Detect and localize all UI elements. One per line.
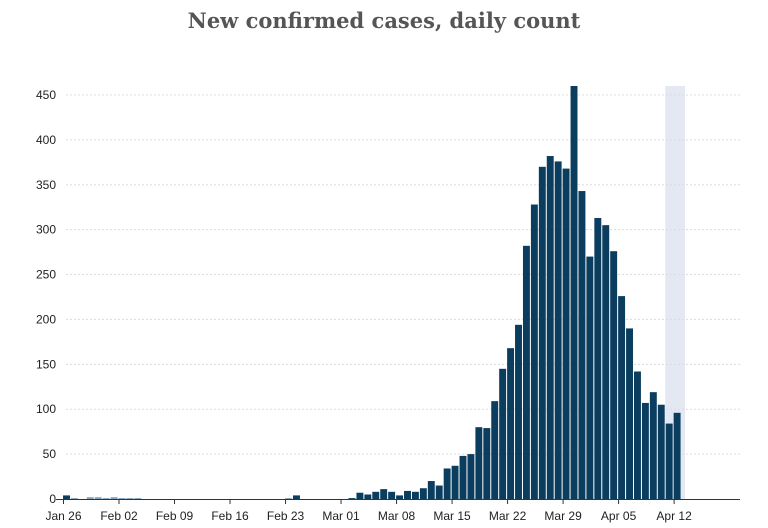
bar — [618, 296, 626, 499]
bar — [530, 204, 538, 499]
bar — [657, 404, 665, 499]
bar — [102, 498, 110, 499]
bar — [665, 423, 673, 499]
bar — [673, 412, 681, 499]
bar — [348, 498, 356, 499]
bar — [388, 491, 396, 499]
bar — [467, 454, 475, 499]
bar — [586, 256, 594, 499]
x-tick-label: Mar 22 — [489, 509, 527, 523]
x-tick-label: Apr 05 — [601, 509, 637, 523]
x-tick-label: Mar 08 — [378, 509, 416, 523]
bar — [562, 168, 570, 499]
bar — [491, 401, 499, 499]
x-tick-label: Mar 01 — [322, 509, 360, 523]
bar — [372, 491, 380, 499]
x-tick-label: Feb 16 — [211, 509, 249, 523]
x-tick-label: Mar 29 — [544, 509, 582, 523]
bar — [396, 495, 404, 499]
bar — [427, 481, 435, 499]
bar — [507, 348, 515, 499]
bar — [126, 498, 134, 499]
y-tick-label: 450 — [36, 88, 56, 102]
bar — [570, 86, 578, 499]
bar — [134, 498, 142, 499]
bar — [380, 489, 388, 499]
y-tick-label: 150 — [36, 357, 56, 371]
y-tick-label: 350 — [36, 178, 56, 192]
y-axis-ticks: 0 50 100 150 200 250 300 350 400 450 — [36, 88, 56, 506]
bar — [546, 156, 554, 499]
bar — [594, 217, 602, 499]
bar — [118, 498, 126, 499]
bar — [578, 191, 586, 499]
bar — [86, 497, 94, 499]
bar — [451, 465, 459, 499]
bar — [641, 402, 649, 499]
x-tick-label: Mar 15 — [433, 509, 471, 523]
bar — [364, 494, 372, 499]
bar — [110, 497, 118, 499]
bar — [404, 490, 411, 499]
bar — [356, 492, 364, 499]
bar — [522, 245, 530, 499]
bar — [633, 371, 641, 499]
bar — [475, 427, 483, 499]
y-tick-label: 100 — [36, 402, 56, 416]
highlight-band — [665, 86, 686, 499]
y-tick-label: 250 — [36, 268, 56, 282]
x-tick-label: Feb 09 — [156, 509, 194, 523]
bar-series — [63, 86, 681, 500]
y-tick-label: 50 — [43, 447, 57, 461]
x-axis-ticks: Jan 26 Feb 02 Feb 09 Feb 16 Feb 23 Mar 01 Mar … — [45, 499, 692, 523]
y-tick-label: 200 — [36, 312, 56, 326]
y-tick-label: 0 — [49, 492, 56, 506]
bar — [285, 498, 293, 499]
bar — [649, 392, 657, 499]
bar — [538, 166, 546, 499]
bar — [610, 251, 618, 499]
bar — [419, 488, 427, 499]
bar — [63, 495, 70, 499]
bar — [411, 491, 419, 499]
bar — [459, 455, 467, 499]
bar — [499, 368, 507, 499]
x-tick-label: Apr 12 — [656, 509, 692, 523]
y-tick-label: 300 — [36, 223, 56, 237]
bar — [554, 161, 562, 499]
bar — [626, 328, 633, 499]
x-tick-label: Feb 02 — [100, 509, 138, 523]
bar — [515, 324, 522, 499]
y-tick-label: 400 — [36, 133, 56, 147]
bar — [483, 428, 491, 499]
bar — [293, 495, 300, 499]
bar — [70, 498, 78, 499]
chart-title: New confirmed cases, daily count — [187, 8, 581, 33]
bar — [443, 468, 451, 499]
bar — [602, 225, 610, 500]
x-tick-label: Feb 23 — [267, 509, 305, 523]
bar — [94, 497, 102, 499]
bar — [435, 485, 443, 499]
x-tick-label: Jan 26 — [45, 509, 81, 523]
